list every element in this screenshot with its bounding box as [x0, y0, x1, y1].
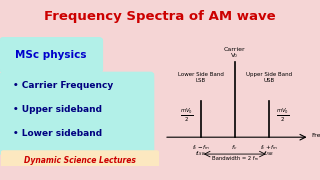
Text: MSc physics: MSc physics — [15, 50, 87, 60]
Text: $\frac{mV_0}{2}$: $\frac{mV_0}{2}$ — [276, 107, 289, 124]
FancyBboxPatch shape — [0, 38, 102, 72]
Text: Lower Side Band
LSB: Lower Side Band LSB — [178, 72, 224, 83]
Text: • Lower sideband: • Lower sideband — [13, 129, 102, 138]
Text: Frequency Spectra of AM wave: Frequency Spectra of AM wave — [44, 10, 276, 23]
Text: $f_c$: $f_c$ — [231, 143, 238, 152]
Text: Bandwidth = 2 fₘ: Bandwidth = 2 fₘ — [212, 156, 258, 161]
FancyBboxPatch shape — [0, 72, 154, 155]
Text: $f_c - f_m$: $f_c - f_m$ — [192, 143, 210, 152]
Text: Carrier
V₀: Carrier V₀ — [224, 47, 245, 58]
Text: $f_c + f_m$: $f_c + f_m$ — [260, 143, 278, 152]
Text: $\frac{mV_0}{2}$: $\frac{mV_0}{2}$ — [180, 107, 194, 124]
Text: Upper Side Band
USB: Upper Side Band USB — [246, 72, 292, 83]
Text: • Carrier Frequency: • Carrier Frequency — [13, 81, 113, 90]
Text: Dynamic Science Lectures: Dynamic Science Lectures — [24, 156, 136, 165]
Text: Frequency: Frequency — [311, 133, 320, 138]
FancyBboxPatch shape — [2, 151, 158, 167]
Text: • Upper sideband: • Upper sideband — [13, 105, 102, 114]
Text: $f_{LSB}$: $f_{LSB}$ — [196, 149, 206, 158]
Text: $f_{USB}$: $f_{USB}$ — [263, 149, 274, 158]
